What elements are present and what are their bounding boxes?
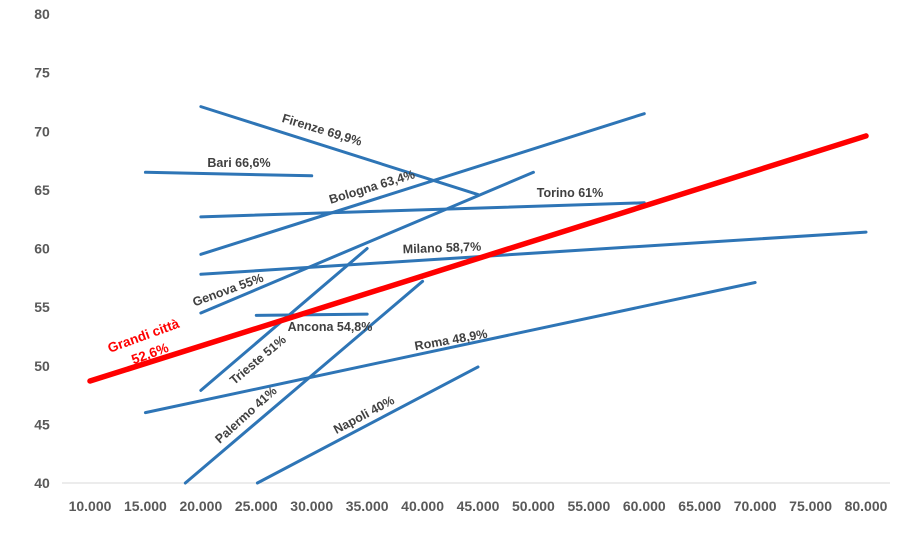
x-tick-label: 70.000 — [734, 498, 777, 514]
x-tick-label: 20.000 — [179, 498, 222, 514]
series-line-bari — [143, 170, 314, 178]
y-tick-label: 70 — [34, 123, 50, 139]
series-line-genova — [199, 170, 535, 315]
x-tick-label: 45.000 — [457, 498, 500, 514]
series-line-napoli — [255, 365, 480, 485]
x-tick-label: 25.000 — [235, 498, 278, 514]
series-line-torino — [199, 201, 646, 219]
x-tick-label: 50.000 — [512, 498, 555, 514]
y-tick-label: 80 — [34, 6, 50, 22]
series-line-palermo — [183, 279, 425, 485]
series-lines — [87, 105, 869, 485]
x-tick-label: 55.000 — [567, 498, 610, 514]
label-firenze: Firenze 69,9% — [280, 111, 363, 149]
label-bari: Bari 66,6% — [207, 156, 270, 170]
x-tick-label: 40.000 — [401, 498, 444, 514]
label-roma: Roma 48,9% — [414, 327, 489, 354]
y-tick-label: 55 — [34, 299, 50, 315]
series-line-ancona — [254, 312, 369, 317]
x-tick-label: 10.000 — [69, 498, 112, 514]
series-labels: Firenze 69,9%Bari 66,6%Bologna 63,4% Tori… — [106, 111, 604, 446]
label-palermo: Palermo 41% — [212, 384, 279, 446]
x-tick-label: 80.000 — [845, 498, 888, 514]
x-tick-label: 75.000 — [789, 498, 832, 514]
x-tick-label: 15.000 — [124, 498, 167, 514]
y-tick-label: 45 — [34, 416, 50, 432]
x-axis: 10.000 15.000 20.000 25.000 30.000 35.000 40.0… — [62, 482, 890, 514]
y-tick-label: 75 — [34, 65, 50, 81]
label-torino: Torino 61% — [537, 186, 603, 200]
label-milano: Milano 58,7% — [403, 240, 482, 257]
x-tick-label: 30.000 — [290, 498, 333, 514]
series-line-bologna — [199, 112, 646, 256]
x-tick-label: 60.000 — [623, 498, 666, 514]
label-ancona: Ancona 54,8% — [288, 320, 373, 334]
y-tick-label: 60 — [34, 241, 50, 257]
x-tick-label: 65.000 — [678, 498, 721, 514]
y-tick-label: 50 — [34, 358, 50, 374]
series-line-roma — [143, 281, 757, 415]
series-line-firenze — [199, 105, 480, 197]
series-line-grandi-citt- — [87, 133, 869, 384]
y-axis: 40 45 50 55 60 65 70 75 80 — [34, 6, 50, 491]
y-tick-label: 40 — [34, 475, 50, 491]
y-tick-label: 65 — [34, 182, 50, 198]
x-tick-label: 35.000 — [346, 498, 389, 514]
